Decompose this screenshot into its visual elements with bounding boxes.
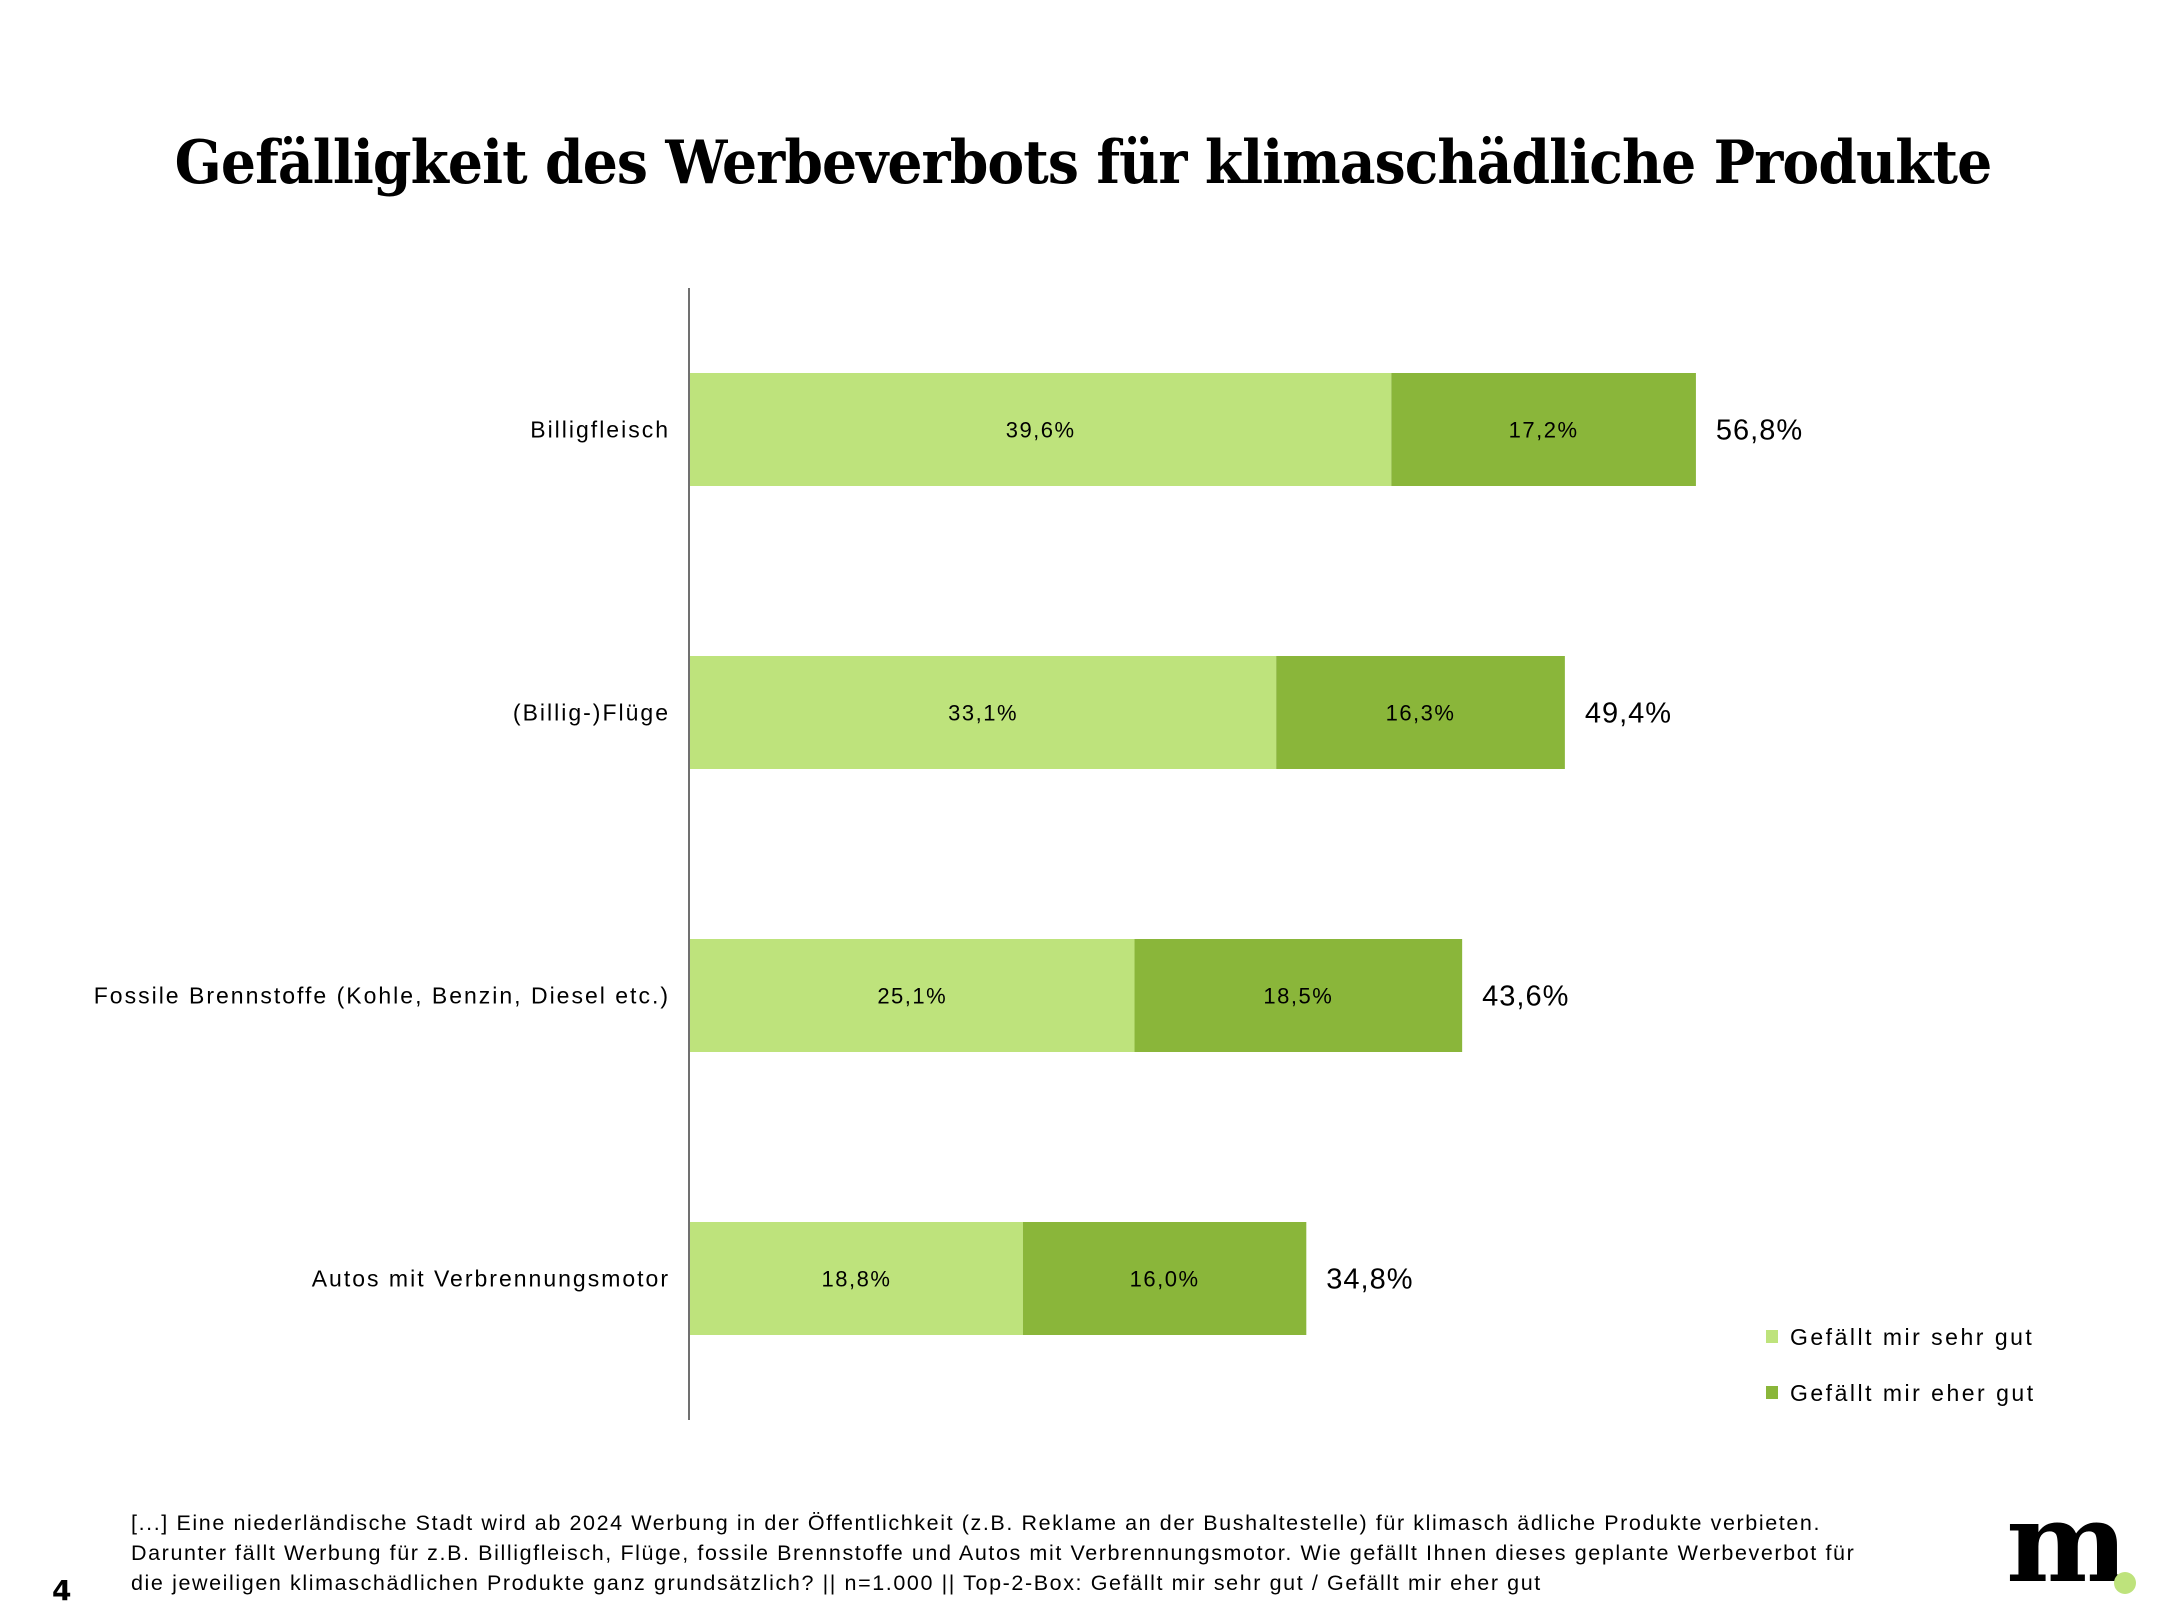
footnote-line: [...] Eine niederländische Stadt wird ab… — [131, 1511, 1822, 1535]
total-value-label: 49,4% — [1585, 698, 1672, 730]
segment-value-label: 17,2% — [1509, 418, 1579, 443]
bars-group: Billigfleisch 39,6% 17,2% 56,8% (Billig-)Flü… — [94, 373, 1803, 1335]
bar-segment-sehr-gut — [690, 373, 1392, 486]
bar-segment-sehr-gut — [690, 1222, 1023, 1335]
bar-segment-eher-gut — [1391, 373, 1696, 486]
bar-segment-eher-gut — [1022, 1222, 1307, 1335]
legend-swatch — [1766, 1386, 1778, 1399]
brand-logo: m — [2006, 1488, 2146, 1600]
legend: Gefällt mir sehr gut Gefällt mir eher gut — [1766, 1324, 2036, 1406]
bar-segment-sehr-gut — [690, 656, 1277, 769]
bar-segment-eher-gut — [1276, 656, 1565, 769]
footnote-line: die jeweiligen klimaschädlichen Produkte… — [131, 1571, 1542, 1595]
total-value-label: 34,8% — [1326, 1264, 1413, 1296]
logo-letter: m — [2006, 1478, 2128, 1607]
total-value-label: 56,8% — [1716, 415, 1803, 447]
segment-value-label: 33,1% — [948, 701, 1018, 726]
segment-value-label: 16,3% — [1386, 701, 1456, 726]
logo-dot — [2114, 1572, 2136, 1594]
footnote: [...] Eine niederländische Stadt wird ab… — [131, 1508, 1991, 1598]
bar-segment-eher-gut — [1134, 939, 1463, 1052]
segment-value-label: 25,1% — [877, 984, 947, 1009]
category-label: Billigfleisch — [530, 417, 670, 443]
category-label: Fossile Brennstoffe (Kohle, Benzin, Dies… — [94, 983, 670, 1009]
page-number: 4 — [52, 1574, 72, 1607]
total-value-label: 43,6% — [1482, 981, 1569, 1013]
footnote-line: Darunter fällt Werbung für z.B. Billigfl… — [131, 1541, 1856, 1565]
chart-title: Gefälligkeit des Werbeverbots für klimas… — [174, 128, 1993, 198]
legend-label: Gefällt mir eher gut — [1790, 1380, 2036, 1406]
category-label: Autos mit Verbrennungsmotor — [312, 1266, 670, 1292]
segment-value-label: 18,8% — [822, 1267, 892, 1292]
category-label: (Billig-)Flüge — [513, 700, 670, 726]
segment-value-label: 18,5% — [1263, 984, 1333, 1009]
legend-label: Gefällt mir sehr gut — [1790, 1324, 2034, 1350]
segment-value-label: 39,6% — [1006, 418, 1076, 443]
segment-value-label: 16,0% — [1130, 1267, 1200, 1292]
stacked-bar-chart: Billigfleisch 39,6% 17,2% 56,8% (Billig-)Flü… — [94, 288, 2036, 1420]
bar-segment-sehr-gut — [690, 939, 1135, 1052]
legend-swatch — [1766, 1330, 1778, 1343]
